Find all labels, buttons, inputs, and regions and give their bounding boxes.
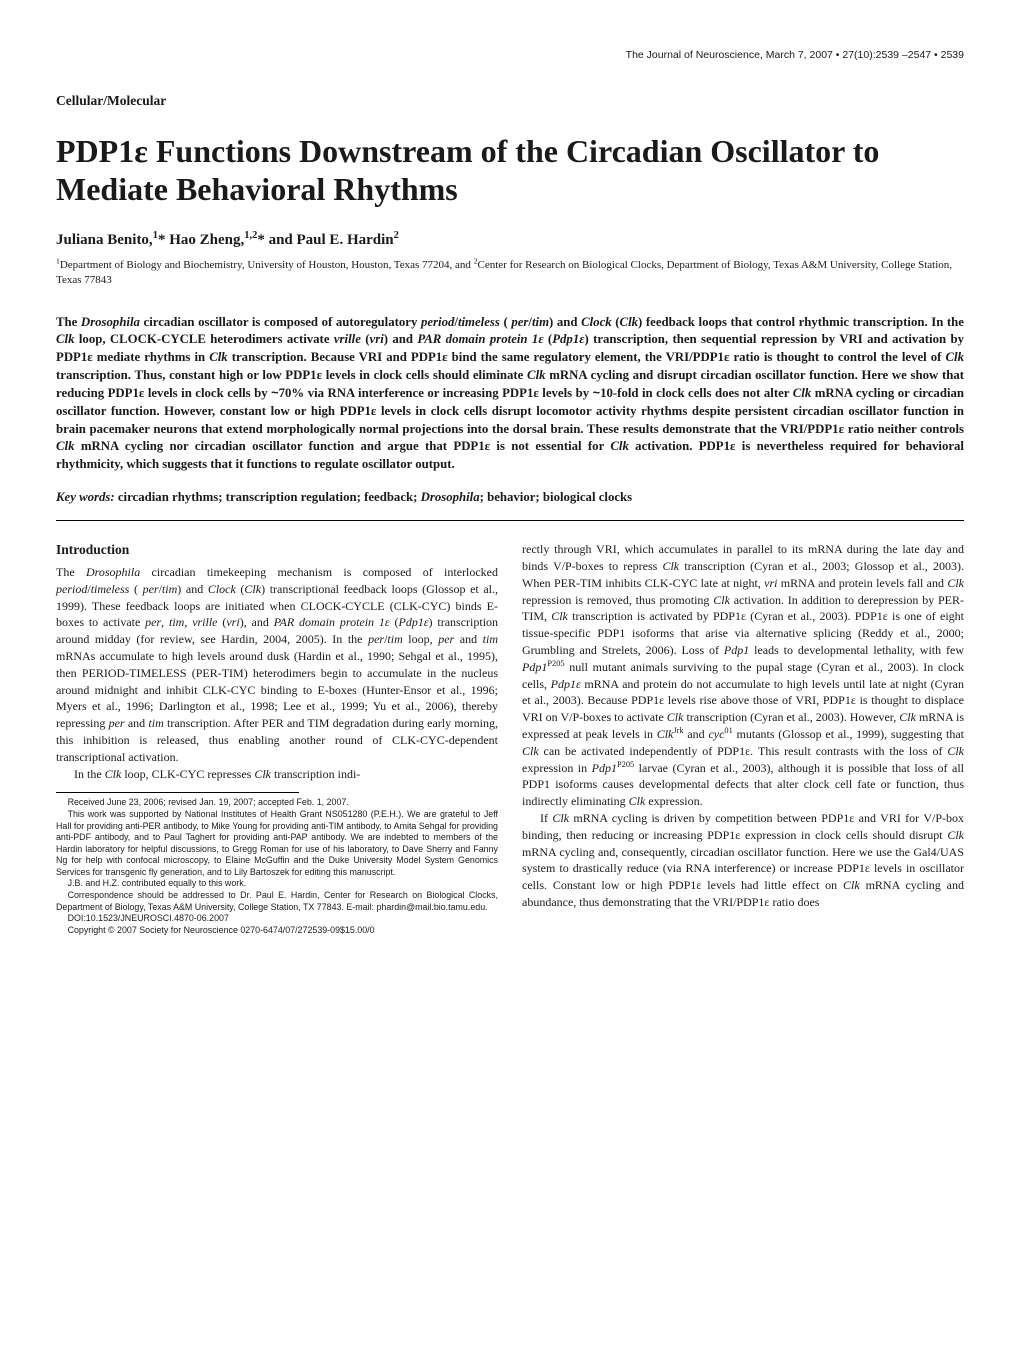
footnote-support: This work was supported by National Inst… xyxy=(56,809,498,878)
footnote-received: Received June 23, 2006; revised Jan. 19,… xyxy=(56,797,498,809)
section-label: Cellular/Molecular xyxy=(56,91,964,111)
footnote-copyright: Copyright © 2007 Society for Neuroscienc… xyxy=(56,925,498,937)
authors-line: Juliana Benito,1* Hao Zheng,1,2* and Pau… xyxy=(56,230,964,252)
footnote-rule xyxy=(56,792,299,793)
keywords-label: Key words: xyxy=(56,490,115,504)
affiliations: 1Department of Biology and Biochemistry,… xyxy=(56,258,964,288)
footnote-correspondence: Correspondence should be addressed to Dr… xyxy=(56,890,498,913)
journal-header: The Journal of Neuroscience, March 7, 20… xyxy=(56,48,964,63)
article-title: PDP1ε Functions Downstream of the Circad… xyxy=(56,133,964,209)
introduction-heading: Introduction xyxy=(56,541,498,560)
keywords-line: Key words: circadian rhythms; transcript… xyxy=(56,488,964,522)
column-left: Introduction The Drosophila circadian ti… xyxy=(56,541,498,936)
footnotes-block: Received June 23, 2006; revised Jan. 19,… xyxy=(56,797,498,936)
two-column-body: Introduction The Drosophila circadian ti… xyxy=(56,541,964,936)
affiliations-text: 1Department of Biology and Biochemistry,… xyxy=(56,259,952,286)
abstract: The Drosophila circadian oscillator is c… xyxy=(56,314,964,474)
intro-paragraph-1: The Drosophila circadian timekeeping mec… xyxy=(56,564,498,766)
footnote-doi: DOI:10.1523/JNEUROSCI.4870-06.2007 xyxy=(56,913,498,925)
keywords-text: circadian rhythms; transcription regulat… xyxy=(118,490,632,504)
author-text: Juliana Benito,1* Hao Zheng,1,2* and Pau… xyxy=(56,232,399,248)
col2-paragraph-2: If Clk mRNA cycling is driven by competi… xyxy=(522,810,964,911)
footnote-equal-contribution: J.B. and H.Z. contributed equally to thi… xyxy=(56,878,498,890)
intro-paragraph-2: In the Clk loop, CLK-CYC represses Clk t… xyxy=(56,766,498,783)
col2-paragraph-1: rectly through VRI, which accumulates in… xyxy=(522,541,964,810)
column-right: rectly through VRI, which accumulates in… xyxy=(522,541,964,936)
abstract-text: The Drosophila circadian oscillator is c… xyxy=(56,315,964,471)
